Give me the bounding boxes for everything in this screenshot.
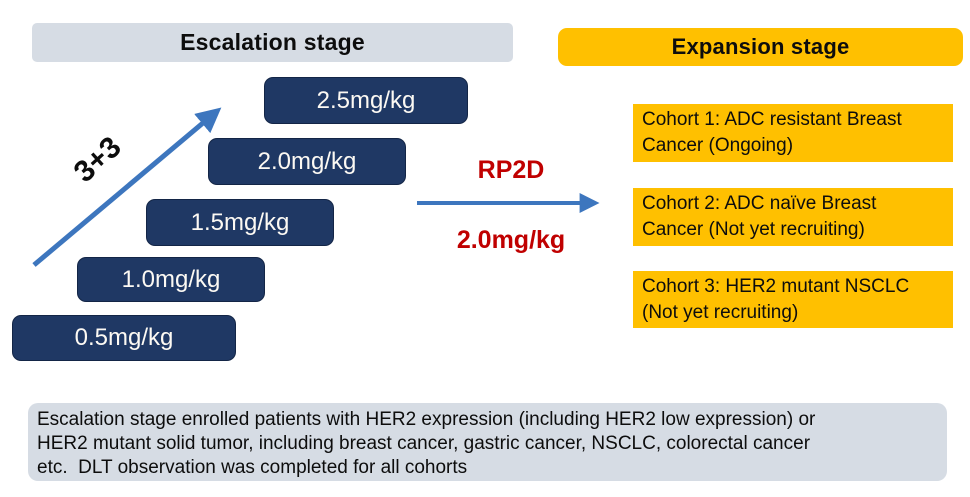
expansion-stage-title: Expansion stage [671,34,850,59]
footnote-line: Escalation stage enrolled patients with … [37,409,816,430]
rp2d-label: RP2D [477,155,545,184]
footnote-line: etc. DLT observation was completed for a… [37,457,468,478]
expansion-stage-header: Expansion stage [558,28,963,66]
cohort-label: Cohort 1: ADC resistant Breast Cancer (O… [642,109,902,156]
escalation-stage-title: Escalation stage [180,29,365,55]
dose-box-1-5mgkg: 1.5mg/kg [146,199,334,246]
cohort-label: Cohort 3: HER2 mutant NSCLC (Not yet rec… [642,276,910,323]
footnote-line: HER2 mutant solid tumor, including breas… [37,433,811,454]
dose-box-2-5mgkg: 2.5mg/kg [264,77,468,124]
dose-label: 1.5mg/kg [190,208,290,236]
cohort-2-box: Cohort 2: ADC naïve Breast Cancer (Not y… [633,188,953,246]
cohort-3-box: Cohort 3: HER2 mutant NSCLC (Not yet rec… [633,271,953,328]
dose-label: 2.5mg/kg [316,86,416,114]
dose-box-2-0mgkg: 2.0mg/kg [208,138,406,185]
dose-label: 1.0mg/kg [121,265,221,293]
escalation-stage-header: Escalation stage [32,23,513,62]
three-plus-three-label: 3+3 [67,130,128,189]
footnote-box: Escalation stage enrolled patients with … [28,403,947,481]
dose-label: 2.0mg/kg [257,147,357,175]
dose-box-0-5mgkg: 0.5mg/kg [12,315,236,361]
dose-box-1-0mgkg: 1.0mg/kg [77,257,265,302]
rp2d-selected-dose-label: 2.0mg/kg [456,225,566,254]
cohort-label: Cohort 2: ADC naïve Breast Cancer (Not y… [642,193,877,240]
cohort-1-box: Cohort 1: ADC resistant Breast Cancer (O… [633,104,953,162]
dose-label: 0.5mg/kg [74,324,174,351]
